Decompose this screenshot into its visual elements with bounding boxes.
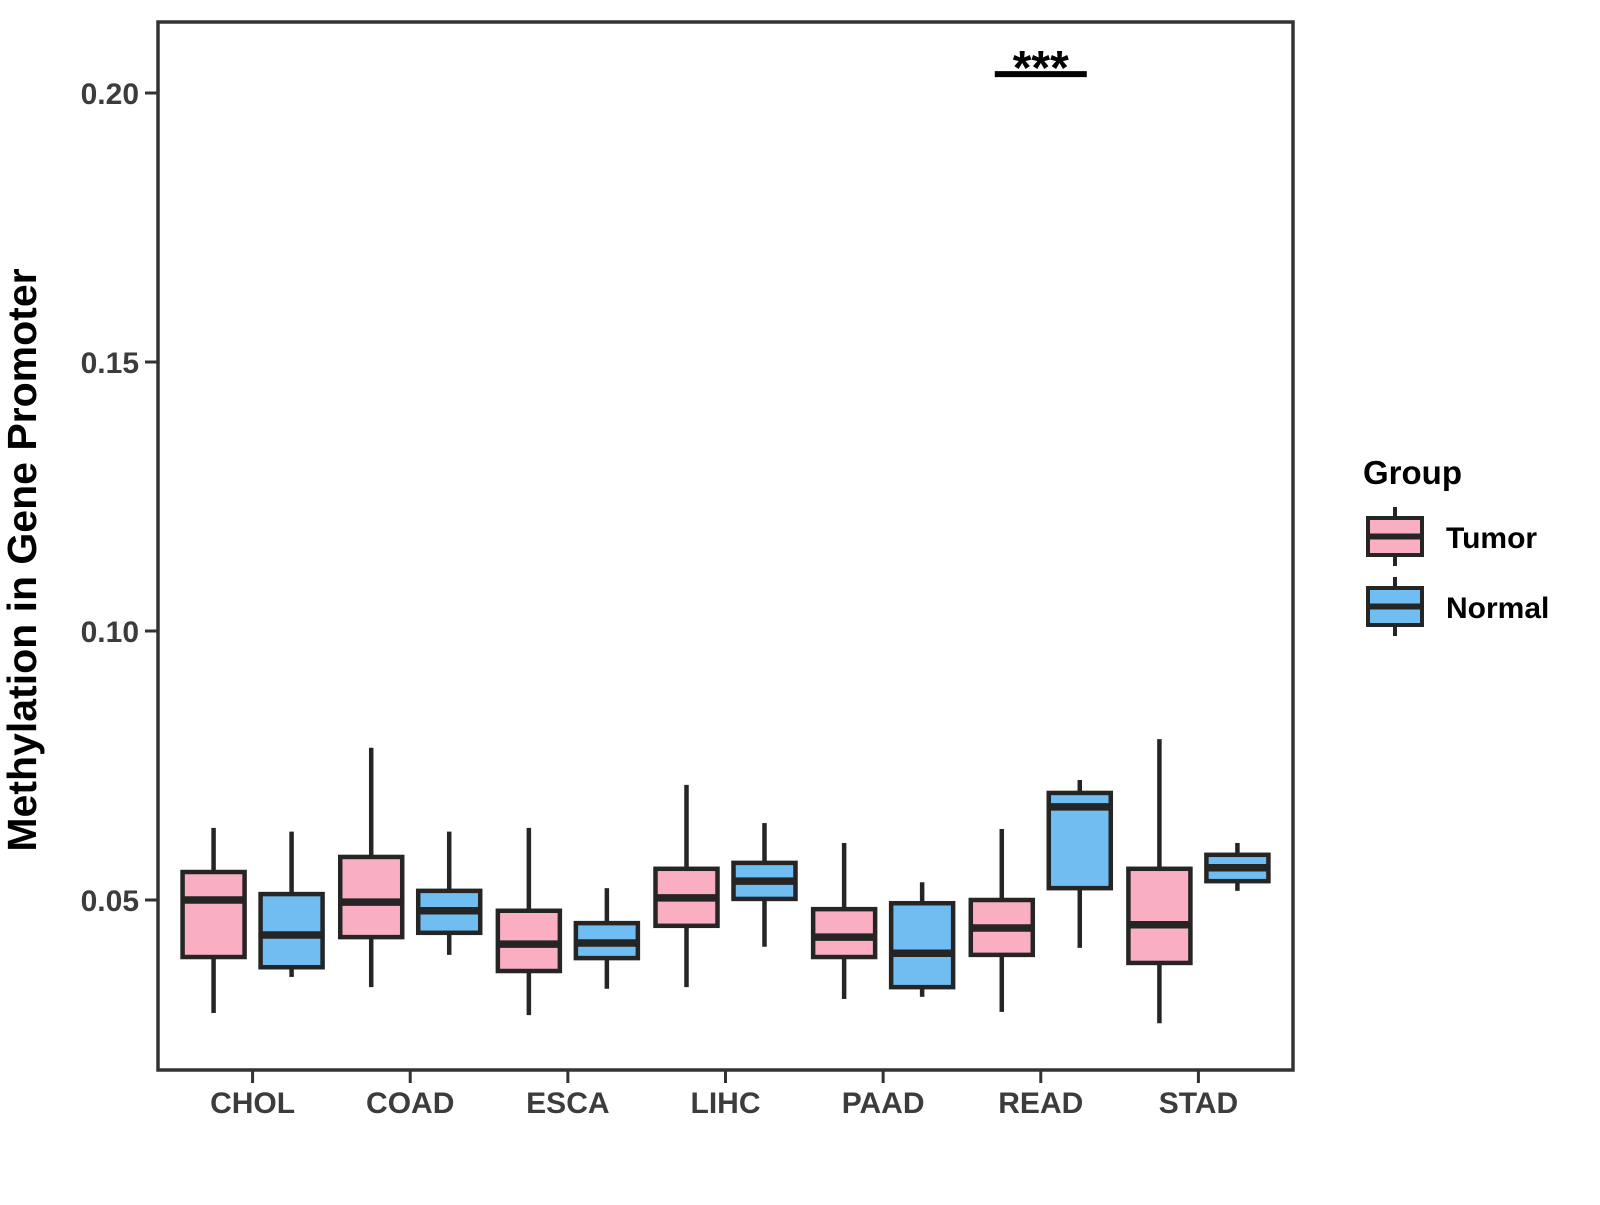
y-tick-label: 0.20 — [81, 78, 139, 111]
boxplot-paad-normal-box — [888, 900, 956, 990]
y-axis-title: Methylation in Gene Promoter — [0, 268, 45, 851]
boxplot-coad-tumor-box — [337, 854, 405, 940]
y-tick-label: 0.15 — [81, 347, 139, 380]
legend: Group Tumor Normal — [1363, 454, 1549, 636]
x-tick-label-chol: CHOL — [210, 1087, 295, 1120]
x-tick-label-read: READ — [998, 1087, 1083, 1120]
legend-item-tumor: Tumor — [1366, 507, 1537, 566]
x-tick-label-esca: ESCA — [526, 1087, 609, 1120]
legend-item-normal: Normal — [1366, 577, 1549, 636]
boxplot-chol-normal-box — [258, 891, 325, 970]
plot-panel-border — [156, 20, 1295, 1072]
x-tick-label-coad: COAD — [366, 1087, 454, 1120]
y-tick-label: 0.10 — [81, 616, 139, 649]
legend-label-tumor: Tumor — [1446, 522, 1537, 555]
boxplot-paad-tumor-box — [810, 906, 878, 960]
y-tick-label: 0.05 — [81, 885, 139, 918]
boxplot-chol-tumor-box — [180, 869, 247, 960]
boxplot-stad-tumor-box — [1126, 866, 1193, 966]
significance-stars: *** — [1013, 42, 1069, 95]
legend-label-normal: Normal — [1446, 592, 1549, 625]
x-tick-label-stad: STAD — [1159, 1087, 1238, 1120]
legend-title: Group — [1363, 454, 1462, 491]
x-tick-label-lihc: LIHC — [691, 1087, 761, 1120]
x-tick-label-paad: PAAD — [842, 1087, 925, 1120]
plot-content: 0.05 0.10 0.15 0.20 CHOL COAD ESCA LIHC PAAD READ… — [81, 42, 1271, 1120]
